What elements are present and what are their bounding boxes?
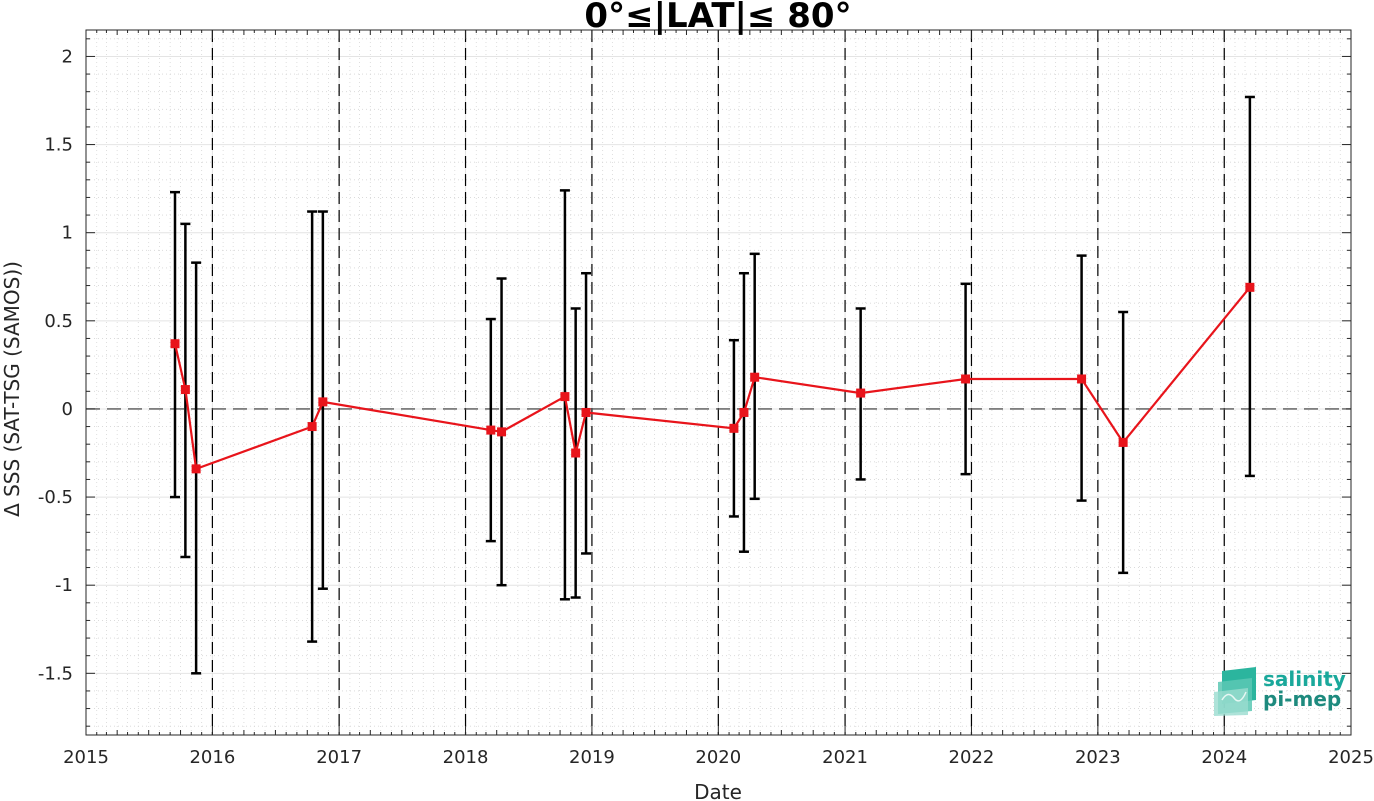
y-tick-label: 0.5 (44, 311, 73, 332)
x-tick-label: 2021 (822, 747, 868, 768)
data-point-marker (1077, 374, 1087, 384)
axis-ticks (85, 30, 1352, 735)
data-point-marker (1245, 282, 1255, 292)
y-tick-label: 0 (62, 399, 73, 420)
wave-logo-icon (1214, 667, 1256, 716)
y-tick-label: -1.5 (38, 663, 73, 684)
y-tick-labels: 2 1.5 1 0.5 0 -0.5 -1 -1.5 (38, 46, 73, 684)
data-point-marker (180, 385, 190, 395)
x-tick-label: 2019 (569, 747, 615, 768)
chart-title: 0°≤|LAT|≤ 80° (584, 0, 851, 36)
data-point-marker (739, 407, 749, 417)
x-tick-label: 2025 (1328, 747, 1374, 768)
data-point-marker (729, 423, 739, 433)
data-point-marker (961, 374, 971, 384)
data-point-marker (497, 427, 507, 437)
data-point-marker (581, 407, 591, 417)
year-dividers (211, 30, 1225, 735)
x-tick-label: 2023 (1075, 747, 1121, 768)
x-axis-title: Date (694, 780, 742, 801)
data-point-marker (486, 425, 496, 435)
data-point-marker (170, 339, 180, 349)
x-tick-label: 2020 (695, 747, 741, 768)
y-tick-label: 2 (62, 46, 73, 67)
y-tick-label: 1 (62, 223, 73, 244)
logo-salinity-text: salinity (1263, 667, 1346, 691)
data-point-marker (750, 372, 760, 382)
x-tick-label: 2024 (1201, 747, 1247, 768)
x-tick-labels: 2015 2016 2017 2018 2019 2020 2021 2022 2023 2024… (63, 747, 1374, 768)
x-tick-label: 2016 (189, 747, 235, 768)
series-markers (170, 282, 1255, 474)
y-axis-title: Δ SSS (SAT-TSG (SAMOS)) (0, 261, 24, 517)
data-point-marker (191, 464, 201, 474)
data-point-marker (318, 397, 328, 407)
x-tick-label: 2018 (443, 747, 489, 768)
x-tick-label: 2015 (63, 747, 109, 768)
series-line (173, 286, 1251, 471)
x-tick-label: 2022 (949, 747, 995, 768)
data-point-marker (571, 448, 581, 458)
y-tick-label: 1.5 (44, 135, 73, 156)
data-point-marker (560, 392, 570, 402)
data-point-marker (856, 388, 866, 398)
x-tick-label: 2017 (316, 747, 362, 768)
logo-pimep-text: pi-mep (1263, 687, 1341, 711)
y-tick-label: -1 (55, 575, 73, 596)
data-point-marker (1118, 437, 1128, 447)
data-point-marker (307, 422, 317, 432)
salinity-pi-mep-logo: salinity pi-mep (1214, 667, 1346, 716)
y-tick-label: -0.5 (38, 487, 73, 508)
